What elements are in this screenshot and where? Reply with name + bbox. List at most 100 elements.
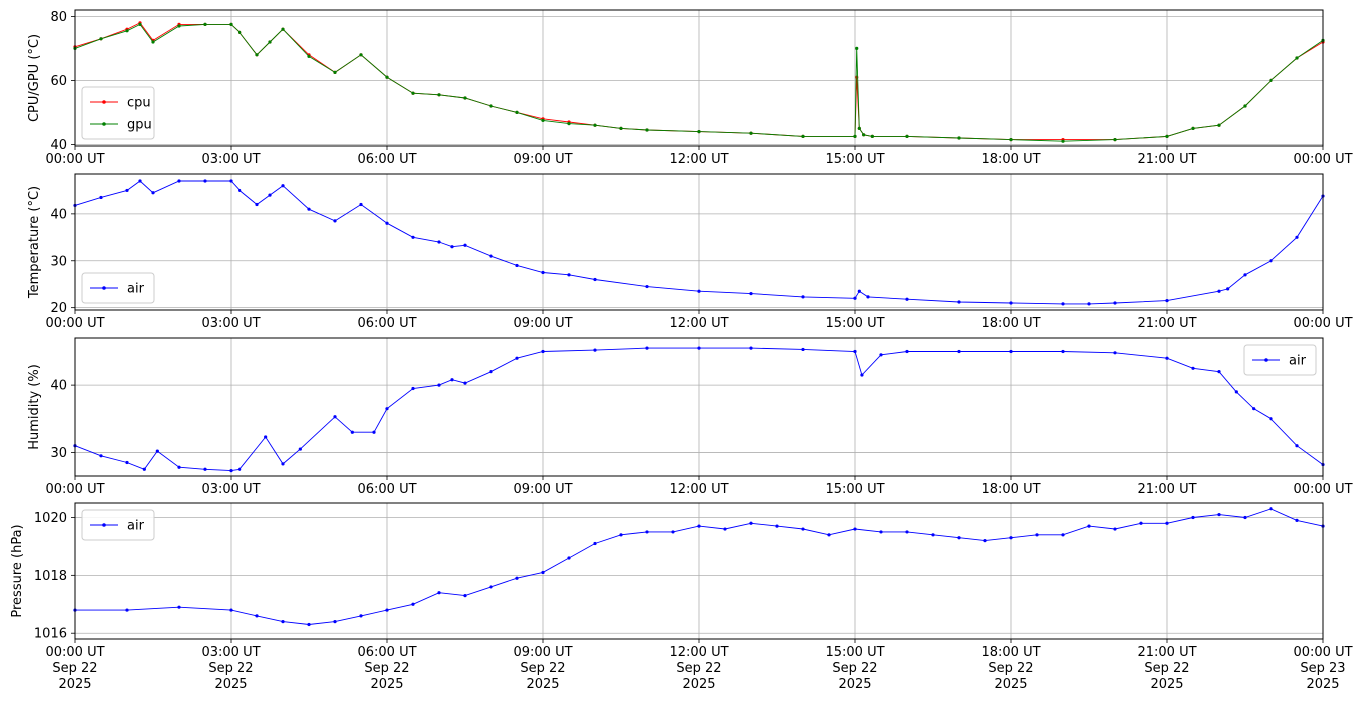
x-tick-label: 09:00 UT (513, 482, 572, 497)
data-point (853, 349, 857, 354)
data-point (855, 46, 859, 51)
x-tick-label: 00:00 UT (45, 316, 104, 331)
data-point (1295, 235, 1299, 239)
data-point (645, 346, 649, 350)
x-tick-label: 06:00 UT (357, 482, 416, 497)
data-point (1061, 533, 1065, 537)
legend-label: air (127, 282, 145, 297)
data-point (801, 347, 805, 352)
data-point (1113, 527, 1117, 531)
data-point (515, 110, 519, 114)
legend-marker (102, 122, 106, 126)
data-point (307, 54, 311, 59)
axes-frame (74, 337, 1324, 477)
data-point (281, 462, 285, 466)
x-tick-label: 03:00 UT (201, 482, 260, 497)
data-point (1269, 417, 1273, 421)
data-point (450, 378, 454, 382)
data-point (801, 527, 805, 531)
data-point (1035, 533, 1039, 537)
data-point (957, 300, 961, 304)
x-tick-label: 2025 (214, 677, 247, 692)
data-point (1165, 134, 1169, 138)
x-tick-label: 2025 (1306, 677, 1339, 692)
data-point (238, 467, 242, 471)
data-point (905, 349, 909, 354)
data-point (957, 136, 961, 140)
data-point (870, 134, 874, 138)
data-point (333, 415, 337, 419)
data-point (541, 118, 545, 122)
data-point (957, 349, 961, 354)
data-point (255, 53, 259, 57)
data-point (957, 536, 961, 540)
x-tick-label: 2025 (838, 677, 871, 692)
x-tick-label: 21:00 UT (1137, 645, 1196, 660)
data-point (437, 240, 441, 244)
y-tick-label: 30 (50, 446, 67, 461)
data-point (860, 373, 864, 377)
data-point (619, 126, 623, 130)
legend-label: cpu (127, 96, 151, 111)
data-point (463, 593, 467, 598)
data-point (567, 273, 571, 277)
x-tick-label: 03:00 UT (201, 645, 260, 660)
data-point (359, 202, 363, 207)
data-point (1217, 512, 1221, 517)
legend-marker (102, 100, 106, 104)
y-axis-label: Temperature (°C) (27, 186, 42, 299)
x-tick-label: 2025 (682, 677, 715, 692)
data-point (1061, 349, 1065, 354)
x-tick-label: 21:00 UT (1137, 152, 1196, 167)
data-point (1217, 123, 1221, 127)
data-point (593, 348, 597, 352)
data-point (879, 353, 883, 357)
data-point (203, 179, 207, 183)
data-point (229, 608, 233, 612)
y-tick-label: 30 (50, 254, 67, 269)
data-point (697, 289, 701, 293)
data-point (268, 40, 272, 44)
data-point (1295, 56, 1299, 60)
x-tick-label: 03:00 UT (201, 152, 260, 167)
data-point (350, 430, 354, 434)
x-tick-label: Sep 22 (832, 661, 877, 676)
data-point (541, 349, 545, 354)
data-point (1243, 515, 1247, 520)
x-tick-label: 00:00 UT (45, 645, 104, 660)
data-point (450, 245, 454, 249)
data-point (827, 533, 831, 537)
data-point (437, 591, 441, 595)
data-point (853, 527, 857, 531)
data-point (801, 295, 805, 299)
x-tick-label: 15:00 UT (825, 482, 884, 497)
legend-marker (102, 286, 106, 290)
data-point (177, 465, 181, 469)
x-tick-label: 2025 (526, 677, 559, 692)
data-point (1269, 507, 1273, 511)
y-tick-label: 1016 (34, 627, 67, 642)
data-point (155, 449, 159, 453)
legend-box (81, 86, 155, 140)
data-point (619, 533, 623, 537)
data-point (541, 270, 545, 275)
data-point (125, 29, 129, 33)
data-point (177, 24, 181, 28)
data-point (1113, 301, 1117, 305)
data-point (567, 122, 571, 126)
x-tick-label: 18:00 UT (981, 482, 1040, 497)
data-point (411, 602, 415, 606)
data-point (151, 40, 155, 44)
data-point (298, 447, 302, 451)
data-point (203, 467, 207, 471)
data-point (125, 608, 129, 612)
data-point (697, 130, 701, 134)
data-point (411, 235, 415, 239)
data-point (203, 22, 207, 26)
data-point (775, 524, 779, 528)
x-tick-label: 18:00 UT (981, 316, 1040, 331)
x-tick-label: 03:00 UT (201, 316, 260, 331)
x-tick-label: Sep 22 (52, 661, 97, 676)
data-point (1087, 302, 1091, 306)
